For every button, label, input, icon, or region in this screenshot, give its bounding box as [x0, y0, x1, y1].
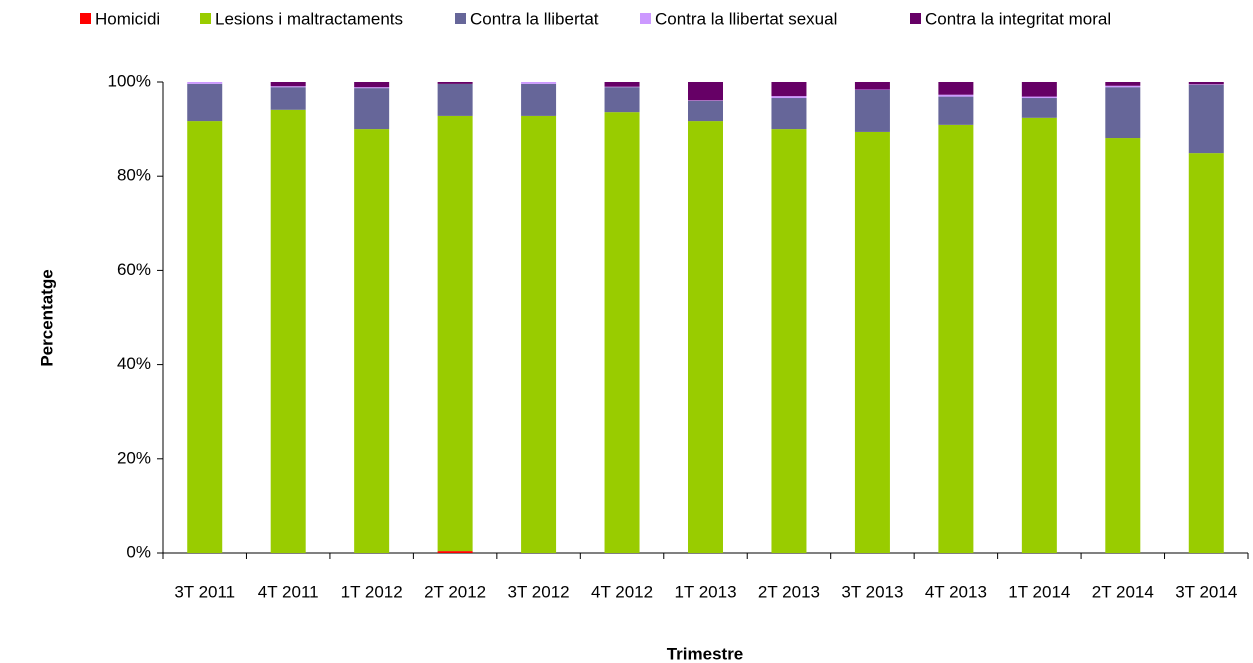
legend-label: Contra la integritat moral	[925, 9, 1111, 28]
x-tick-label: 2T 2013	[758, 582, 820, 601]
legend-label: Contra la llibertat sexual	[655, 9, 837, 28]
bar-segment	[1105, 82, 1141, 86]
bar-segment	[1105, 138, 1141, 553]
y-tick-label: 80%	[117, 166, 151, 185]
bar-segment	[1188, 82, 1224, 85]
bar-segment	[938, 94, 974, 97]
bar-segment	[938, 82, 974, 95]
bar-segment	[354, 88, 390, 130]
legend-swatch	[910, 13, 921, 24]
bar-segment	[521, 82, 557, 84]
x-tick-label: 3T 2013	[841, 582, 903, 601]
x-tick-label: 1T 2012	[341, 582, 403, 601]
y-tick-label: 40%	[117, 354, 151, 373]
bar-segment	[854, 131, 890, 553]
bar-segment	[187, 82, 223, 84]
y-axis-label: Percentatge	[37, 269, 56, 366]
x-tick-label: 4T 2011	[258, 582, 319, 601]
bar-segment	[604, 112, 640, 554]
bar-segment	[187, 121, 223, 553]
bar-segment	[437, 82, 473, 84]
x-tick-label: 1T 2013	[674, 582, 736, 601]
bar-segment	[354, 129, 390, 553]
bar-segment	[854, 90, 890, 132]
legend-swatch	[640, 13, 651, 24]
legend-swatch	[200, 13, 211, 24]
y-tick-label: 20%	[117, 448, 151, 467]
bar-segment	[938, 124, 974, 554]
x-tick-label: 3T 2014	[1175, 582, 1237, 601]
bar-segment	[1105, 85, 1141, 88]
bar-segment	[604, 87, 640, 113]
bar-segment	[521, 115, 557, 554]
bar-segment	[437, 551, 473, 553]
bar-segment	[854, 82, 890, 90]
bar-segment	[771, 129, 807, 553]
bar-segment	[521, 83, 557, 116]
legend-label: Lesions i maltractaments	[215, 9, 403, 28]
bar-segment	[354, 82, 390, 88]
legend-label: Homicidi	[95, 9, 160, 28]
x-axis-label: Trimestre	[667, 644, 744, 663]
legend-swatch	[455, 13, 466, 24]
x-tick-label: 4T 2013	[925, 582, 987, 601]
x-tick-label: 4T 2012	[591, 582, 653, 601]
bar-segment	[1021, 117, 1057, 554]
x-tick-label: 2T 2014	[1092, 582, 1154, 601]
y-tick-label: 0%	[126, 542, 151, 561]
bar-segment	[270, 109, 306, 553]
y-tick-label: 100%	[108, 71, 151, 90]
bar-segment	[771, 82, 807, 97]
bar-segment	[1188, 84, 1224, 154]
y-tick-label: 60%	[117, 260, 151, 279]
bar-segment	[270, 86, 306, 88]
x-tick-label: 3T 2012	[508, 582, 570, 601]
bar-segment	[437, 83, 473, 116]
bar-segment	[1021, 96, 1057, 99]
bar-segment	[270, 87, 306, 110]
x-tick-label: 3T 2011	[174, 582, 235, 601]
bar-segment	[437, 115, 473, 552]
bar-segment	[771, 96, 807, 99]
bar-segment	[688, 82, 723, 101]
bar-segment	[270, 82, 306, 87]
bar-segment	[1105, 87, 1141, 139]
bar-segment	[688, 100, 723, 122]
x-tick-label: 1T 2014	[1008, 582, 1070, 601]
bar-segment	[688, 121, 723, 553]
bar-segment	[604, 82, 640, 87]
legend-label: Contra la llibertat	[470, 9, 599, 28]
bar-segment	[938, 96, 974, 125]
legend-swatch	[80, 13, 91, 24]
bar-segment	[1188, 153, 1224, 553]
bar-segment	[1021, 82, 1057, 97]
x-tick-label: 2T 2012	[424, 582, 486, 601]
bar-segment	[1021, 98, 1057, 118]
bar-segment	[354, 87, 390, 89]
bar-segment	[771, 98, 807, 130]
bar-segment	[187, 83, 223, 122]
